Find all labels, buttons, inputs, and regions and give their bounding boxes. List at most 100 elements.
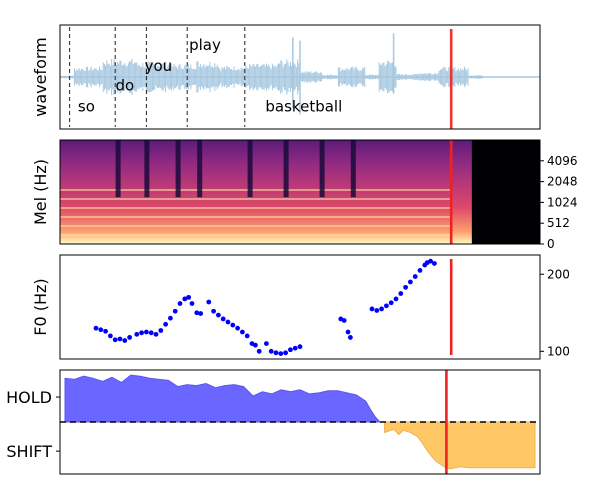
mel-gap <box>350 140 356 198</box>
turn-ytick-label: HOLD <box>6 388 52 407</box>
f0-point <box>268 348 274 354</box>
f0-point <box>112 337 118 343</box>
f0-yticks: 100 200 <box>540 267 570 358</box>
f0-ytick-label: 100 <box>547 344 570 358</box>
f0-point <box>273 350 279 356</box>
word-boundaries <box>69 27 246 127</box>
f0-plot-area <box>60 255 540 359</box>
hold-area <box>64 374 382 423</box>
f0-point <box>144 329 149 335</box>
f0-point <box>230 322 236 328</box>
f0-ylabel: F0 (Hz) <box>31 278 50 335</box>
f0-point <box>408 279 413 285</box>
f0-point <box>256 348 262 354</box>
f0-point <box>369 306 375 312</box>
f0-point <box>206 299 212 305</box>
f0-point <box>244 333 250 339</box>
mel-gap <box>247 140 253 198</box>
word-label: play <box>189 36 221 54</box>
f0-point <box>292 345 298 351</box>
mel-panel: 0 512 1024 2048 4096 Mel (Hz) <box>31 139 578 251</box>
f0-point <box>127 335 132 340</box>
f0-point <box>186 294 192 300</box>
f0-ytick-label: 200 <box>547 267 570 281</box>
f0-points <box>93 258 437 357</box>
mel-ylabel: Mel (Hz) <box>31 159 50 225</box>
f0-point <box>288 347 293 353</box>
f0-panel: 100 200 F0 (Hz) <box>31 254 570 360</box>
word-label: do <box>115 77 134 95</box>
mel-ytick-label: 1024 <box>547 195 578 209</box>
f0-point <box>417 268 423 273</box>
f0-point <box>103 328 108 334</box>
f0-point <box>198 311 204 316</box>
f0-point <box>403 284 408 290</box>
f0-point <box>432 261 437 266</box>
turn-yticks: HOLD SHIFT <box>6 388 60 461</box>
mel-gap <box>319 140 325 198</box>
f0-point <box>108 333 113 339</box>
mel-ytick-label: 2048 <box>547 175 578 189</box>
f0-point <box>252 342 258 348</box>
f0-point <box>264 341 269 346</box>
mel-yticks: 0 512 1024 2048 4096 <box>540 154 578 251</box>
f0-point <box>278 351 284 357</box>
word-label: so <box>78 97 95 115</box>
f0-point <box>148 330 154 336</box>
f0-point <box>194 310 200 316</box>
f0-point <box>374 308 380 313</box>
f0-point <box>388 300 394 306</box>
mel-ytick-label: 4096 <box>547 154 578 168</box>
f0-point <box>384 303 389 309</box>
f0-point <box>177 301 183 306</box>
f0-point <box>98 327 104 333</box>
f0-point <box>139 330 145 336</box>
word-label: basketball <box>265 97 342 115</box>
mel-frame <box>59 139 541 245</box>
mel-trailing-silence <box>471 140 540 244</box>
f0-point <box>182 296 188 302</box>
f0-point <box>297 344 303 350</box>
word-label: you <box>145 57 173 75</box>
f0-frame <box>59 254 541 360</box>
turn-frame <box>59 369 541 475</box>
mel-ytick-label: 0 <box>547 237 555 251</box>
f0-point <box>341 318 347 323</box>
f0-point <box>216 312 221 318</box>
f0-point <box>348 335 353 340</box>
mel-harmonics <box>60 185 452 244</box>
waveform-ylabel: waveform <box>31 37 50 117</box>
f0-point <box>398 291 404 296</box>
f0-point <box>172 308 178 314</box>
f0-point <box>240 329 245 335</box>
f0-point <box>211 308 217 314</box>
f0-point <box>168 315 173 321</box>
f0-point <box>235 325 241 331</box>
turn-panel: HOLD SHIFT <box>6 369 541 475</box>
mel-silence-gaps <box>115 140 356 198</box>
turn-ytick-label: SHIFT <box>6 442 52 461</box>
mel-gap <box>283 140 289 198</box>
f0-point <box>412 274 418 279</box>
f0-point <box>163 321 169 327</box>
shift-area <box>384 421 536 470</box>
f0-point <box>345 329 351 335</box>
f0-point <box>189 301 195 306</box>
f0-point <box>117 336 123 342</box>
f0-point <box>220 316 226 322</box>
mel-ytick-label: 512 <box>547 216 570 230</box>
f0-point <box>134 331 140 337</box>
f0-point <box>379 306 384 312</box>
mel-gap <box>175 140 181 198</box>
f0-point <box>393 296 399 302</box>
mel-gap <box>144 140 150 198</box>
waveform-frame <box>59 24 541 130</box>
f0-point <box>428 258 433 264</box>
f0-point <box>158 328 164 333</box>
f0-point <box>153 331 159 337</box>
mel-gap <box>197 140 203 198</box>
f0-point <box>122 338 128 343</box>
